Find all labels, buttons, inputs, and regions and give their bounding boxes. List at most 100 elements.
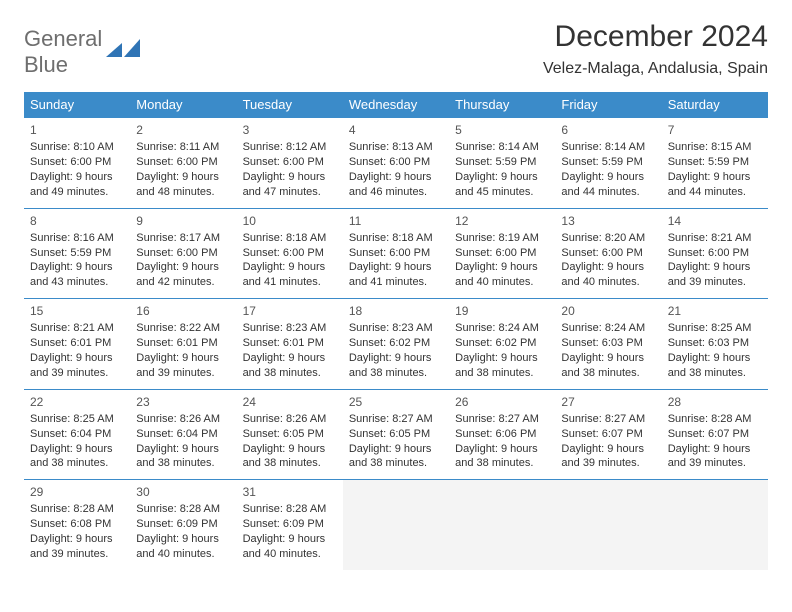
weekday-header: Tuesday: [237, 92, 343, 118]
day-number: 4: [349, 122, 443, 138]
calendar-cell: [662, 480, 768, 570]
calendar-cell: 18Sunrise: 8:23 AMSunset: 6:02 PMDayligh…: [343, 299, 449, 390]
day-number: 7: [668, 122, 762, 138]
calendar-cell: 28 Sunrise: 8:28 AMSunset: 6:07 PMDayligh…: [662, 389, 768, 480]
calendar-cell: 14 Sunrise: 8:21 AMSunset: 6:00 PMDayligh…: [662, 208, 768, 299]
day-number: 25: [349, 394, 443, 410]
calendar-row: 29 Sunrise: 8:28 AMSunset: 6:08 PMDayligh…: [24, 480, 768, 570]
calendar-cell: 21 Sunrise: 8:25 AMSunset: 6:03 PMDayligh…: [662, 299, 768, 390]
day-number: 6: [561, 122, 655, 138]
calendar-cell: 3Sunrise: 8:12 AMSunset: 6:00 PMDaylight…: [237, 118, 343, 209]
calendar-cell: 13 Sunrise: 8:20 AMSunset: 6:00 PMDayligh…: [555, 208, 661, 299]
calendar-cell: 17 Sunrise: 8:23 AMSunset: 6:01 PMDayligh…: [237, 299, 343, 390]
day-info: Sunrise: 8:19 AMSunset: 6:00 PMDaylight:…: [455, 231, 549, 290]
day-number: 8: [30, 213, 124, 229]
day-info: Sunrise: 8:15 AMSunset: 5:59 PMDaylight:…: [668, 140, 762, 199]
day-number: 2: [136, 122, 230, 138]
day-info: Sunrise: 8:17 AMSunset: 6:00 PMDaylight:…: [136, 231, 230, 290]
day-info: Sunrise: 8:24 AMSunset: 6:02 PMDaylight:…: [455, 321, 549, 380]
calendar-row: 15 Sunrise: 8:21 AMSunset: 6:01 PMDayligh…: [24, 299, 768, 390]
day-info: Sunrise: 8:22 AMSunset: 6:01 PMDaylight:…: [136, 321, 230, 380]
calendar-row: 22Sunrise: 8:25 AMSunset: 6:04 PMDayligh…: [24, 389, 768, 480]
calendar-cell: 23 Sunrise: 8:26 AMSunset: 6:04 PMDayligh…: [130, 389, 236, 480]
day-number: 16: [136, 303, 230, 319]
calendar-table: SundayMondayTuesdayWednesdayThursdayFrid…: [24, 92, 768, 570]
location: Velez-Malaga, Andalusia, Spain: [543, 60, 768, 78]
day-info: Sunrise: 8:13 AMSunset: 6:00 PMDaylight:…: [349, 140, 443, 199]
calendar-cell: 4 Sunrise: 8:13 AMSunset: 6:00 PMDaylight…: [343, 118, 449, 209]
day-number: 20: [561, 303, 655, 319]
day-number: 14: [668, 213, 762, 229]
calendar-cell: 22Sunrise: 8:25 AMSunset: 6:04 PMDayligh…: [24, 389, 130, 480]
weekday-header: Wednesday: [343, 92, 449, 118]
calendar-cell: 31Sunrise: 8:28 AMSunset: 6:09 PMDayligh…: [237, 480, 343, 570]
day-info: Sunrise: 8:28 AMSunset: 6:09 PMDaylight:…: [136, 502, 230, 561]
calendar-cell: 11Sunrise: 8:18 AMSunset: 6:00 PMDayligh…: [343, 208, 449, 299]
weekday-header: Saturday: [662, 92, 768, 118]
logo-word1: General: [24, 26, 102, 51]
day-number: 9: [136, 213, 230, 229]
weekday-header: Friday: [555, 92, 661, 118]
calendar-cell: [449, 480, 555, 570]
day-number: 26: [455, 394, 549, 410]
day-number: 23: [136, 394, 230, 410]
calendar-cell: 30 Sunrise: 8:28 AMSunset: 6:09 PMDayligh…: [130, 480, 236, 570]
day-info: Sunrise: 8:18 AMSunset: 6:00 PMDaylight:…: [349, 231, 443, 290]
day-number: 30: [136, 484, 230, 500]
day-info: Sunrise: 8:28 AMSunset: 6:08 PMDaylight:…: [30, 502, 124, 561]
day-info: Sunrise: 8:21 AMSunset: 6:00 PMDaylight:…: [668, 231, 762, 290]
day-number: 17: [243, 303, 337, 319]
day-info: Sunrise: 8:11 AMSunset: 6:00 PMDaylight:…: [136, 140, 230, 199]
day-info: Sunrise: 8:28 AMSunset: 6:07 PMDaylight:…: [668, 412, 762, 471]
day-info: Sunrise: 8:23 AMSunset: 6:01 PMDaylight:…: [243, 321, 337, 380]
weekday-header: Monday: [130, 92, 236, 118]
day-number: 29: [30, 484, 124, 500]
day-info: Sunrise: 8:20 AMSunset: 6:00 PMDaylight:…: [561, 231, 655, 290]
day-number: 13: [561, 213, 655, 229]
calendar-cell: 19Sunrise: 8:24 AMSunset: 6:02 PMDayligh…: [449, 299, 555, 390]
day-info: Sunrise: 8:26 AMSunset: 6:04 PMDaylight:…: [136, 412, 230, 471]
month-title: December 2024: [543, 20, 768, 54]
calendar-cell: 5Sunrise: 8:14 AMSunset: 5:59 PMDaylight…: [449, 118, 555, 209]
weekday-header: Sunday: [24, 92, 130, 118]
day-info: Sunrise: 8:27 AMSunset: 6:05 PMDaylight:…: [349, 412, 443, 471]
calendar-cell: 16 Sunrise: 8:22 AMSunset: 6:01 PMDayligh…: [130, 299, 236, 390]
calendar-cell: 26 Sunrise: 8:27 AMSunset: 6:06 PMDayligh…: [449, 389, 555, 480]
calendar-head: SundayMondayTuesdayWednesdayThursdayFrid…: [24, 92, 768, 118]
day-info: Sunrise: 8:25 AMSunset: 6:04 PMDaylight:…: [30, 412, 124, 471]
calendar-cell: 1 Sunrise: 8:10 AMSunset: 6:00 PMDaylight…: [24, 118, 130, 209]
weekday-header: Thursday: [449, 92, 555, 118]
calendar-cell: [555, 480, 661, 570]
day-number: 5: [455, 122, 549, 138]
day-info: Sunrise: 8:14 AMSunset: 5:59 PMDaylight:…: [561, 140, 655, 199]
calendar-cell: 10Sunrise: 8:18 AMSunset: 6:00 PMDayligh…: [237, 208, 343, 299]
day-number: 21: [668, 303, 762, 319]
calendar-cell: 2 Sunrise: 8:11 AMSunset: 6:00 PMDaylight…: [130, 118, 236, 209]
day-info: Sunrise: 8:21 AMSunset: 6:01 PMDaylight:…: [30, 321, 124, 380]
day-info: Sunrise: 8:23 AMSunset: 6:02 PMDaylight:…: [349, 321, 443, 380]
day-number: 27: [561, 394, 655, 410]
day-info: Sunrise: 8:27 AMSunset: 6:07 PMDaylight:…: [561, 412, 655, 471]
title-block: December 2024 Velez-Malaga, Andalusia, S…: [543, 20, 768, 78]
day-number: 15: [30, 303, 124, 319]
calendar-body: 1 Sunrise: 8:10 AMSunset: 6:00 PMDaylight…: [24, 118, 768, 570]
day-info: Sunrise: 8:18 AMSunset: 6:00 PMDaylight:…: [243, 231, 337, 290]
day-info: Sunrise: 8:27 AMSunset: 6:06 PMDaylight:…: [455, 412, 549, 471]
day-info: Sunrise: 8:25 AMSunset: 6:03 PMDaylight:…: [668, 321, 762, 380]
day-number: 3: [243, 122, 337, 138]
calendar-cell: 8 Sunrise: 8:16 AMSunset: 5:59 PMDaylight…: [24, 208, 130, 299]
logo: General Blue: [24, 26, 140, 78]
logo-word2: Blue: [24, 52, 68, 77]
day-number: 28: [668, 394, 762, 410]
day-info: Sunrise: 8:16 AMSunset: 5:59 PMDaylight:…: [30, 231, 124, 290]
weekday-row: SundayMondayTuesdayWednesdayThursdayFrid…: [24, 92, 768, 118]
day-info: Sunrise: 8:10 AMSunset: 6:00 PMDaylight:…: [30, 140, 124, 199]
calendar-cell: [343, 480, 449, 570]
day-number: 31: [243, 484, 337, 500]
day-info: Sunrise: 8:26 AMSunset: 6:05 PMDaylight:…: [243, 412, 337, 471]
calendar-row: 1 Sunrise: 8:10 AMSunset: 6:00 PMDaylight…: [24, 118, 768, 209]
calendar-cell: 29 Sunrise: 8:28 AMSunset: 6:08 PMDayligh…: [24, 480, 130, 570]
day-number: 1: [30, 122, 124, 138]
calendar-cell: 12Sunrise: 8:19 AMSunset: 6:00 PMDayligh…: [449, 208, 555, 299]
calendar-cell: 6 Sunrise: 8:14 AMSunset: 5:59 PMDaylight…: [555, 118, 661, 209]
